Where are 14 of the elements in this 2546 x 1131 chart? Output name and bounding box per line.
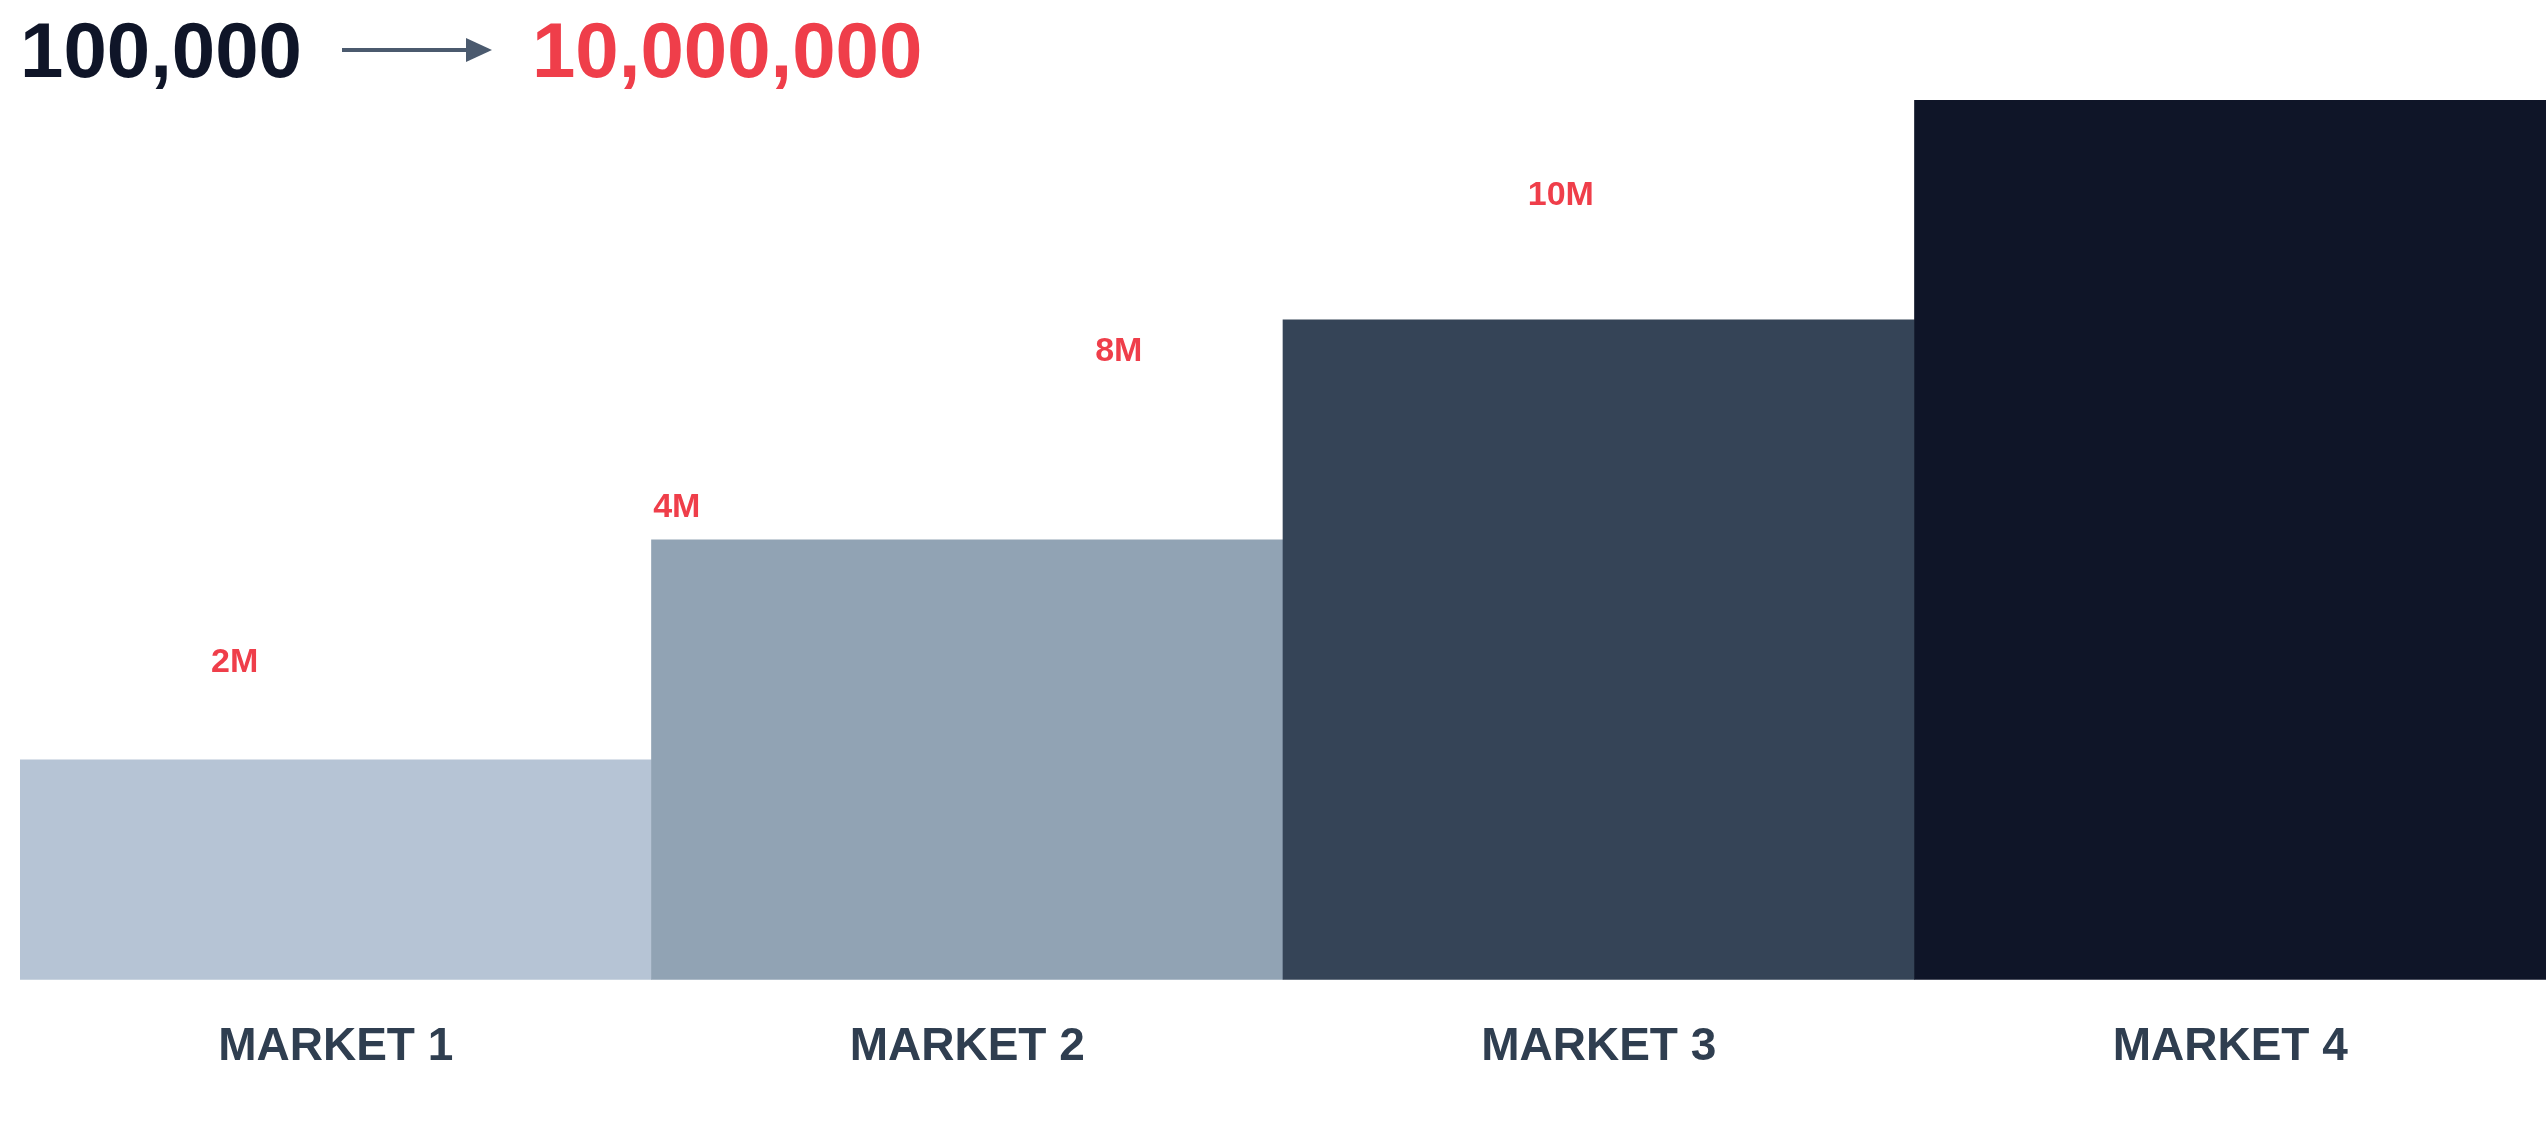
- bar: [651, 539, 1284, 980]
- chart-subtitle: 10,000,000: [531, 4, 923, 96]
- bar: [1914, 100, 2546, 980]
- annotation: 10M: [1527, 174, 1594, 213]
- x-tick-label: MARKET 3: [1481, 1018, 1717, 1071]
- chart-title: 100,000: [20, 4, 302, 96]
- bar: [1282, 319, 1915, 980]
- bar: [20, 759, 652, 980]
- annotation: 8M: [1095, 330, 1143, 368]
- x-tick-label: MARKET 1: [218, 1018, 454, 1071]
- x-tick-label: MARKET 4: [2112, 1018, 2349, 1071]
- annotation: 4M: [653, 485, 701, 524]
- x-tick-label: MARKET 2: [849, 1018, 1085, 1071]
- annotation: 2M: [211, 641, 259, 680]
